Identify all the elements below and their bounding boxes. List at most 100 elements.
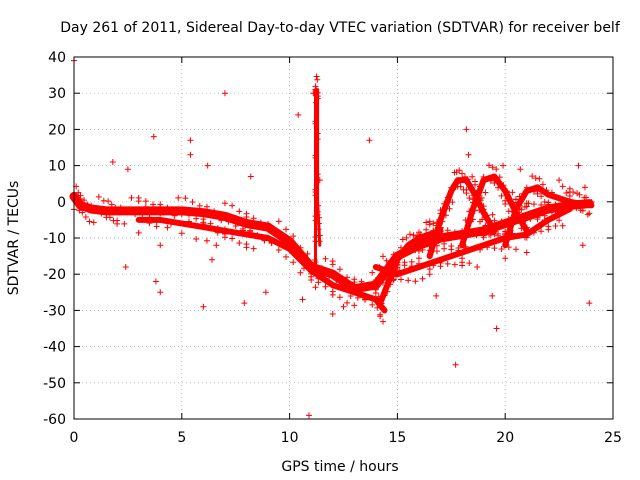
data-point: [263, 289, 269, 295]
data-point: [400, 236, 406, 242]
data-point: [500, 163, 506, 169]
data-point: [586, 300, 592, 306]
data-point: [283, 254, 289, 260]
data-point: [154, 223, 160, 229]
data-point: [243, 241, 249, 247]
series-trace: [139, 220, 385, 311]
x-axis-label: GPS time / hours: [281, 459, 398, 475]
data-point: [405, 277, 411, 283]
data-point: [83, 214, 89, 220]
data-point: [448, 247, 454, 253]
y-tick-label: 40: [48, 50, 66, 66]
data-point: [316, 238, 322, 244]
data-point: [377, 313, 383, 319]
data-point: [466, 152, 472, 158]
data-point: [489, 293, 495, 299]
data-point: [453, 362, 459, 368]
data-point: [369, 270, 375, 276]
y-tick-label: -10: [43, 231, 66, 247]
data-point: [567, 186, 573, 192]
data-point: [200, 304, 206, 310]
data-points: [71, 58, 594, 419]
data-point: [300, 297, 306, 303]
y-tick-label: 0: [57, 195, 66, 211]
data-point: [248, 173, 254, 179]
data-point: [209, 257, 215, 263]
data-point: [317, 232, 323, 238]
x-tick-label: 5: [177, 430, 186, 446]
chart: Day 261 of 2011, Sidereal Day-to-day VTE…: [0, 0, 640, 480]
data-point: [341, 304, 347, 310]
x-tick-label: 20: [496, 430, 514, 446]
data-point: [466, 260, 472, 266]
data-point: [513, 246, 519, 252]
data-point: [563, 190, 569, 196]
data-point: [427, 271, 433, 277]
data-point: [236, 240, 242, 246]
y-tick-label: 10: [48, 159, 66, 175]
data-point: [463, 126, 469, 132]
data-point: [472, 179, 478, 185]
y-tick-label: -20: [43, 267, 66, 283]
grid: [74, 57, 613, 419]
data-point: [560, 183, 566, 189]
data-point: [582, 184, 588, 190]
data-point: [182, 195, 188, 201]
data-point: [123, 264, 129, 270]
x-tick-label: 25: [604, 430, 622, 446]
x-tick-label: 0: [70, 430, 79, 446]
data-point: [474, 264, 480, 270]
data-point: [229, 235, 235, 241]
data-point: [366, 137, 372, 143]
data-point: [452, 262, 458, 268]
data-point: [222, 200, 228, 206]
data-point: [517, 166, 523, 172]
data-point: [86, 218, 92, 224]
data-point: [407, 231, 413, 237]
data-point: [157, 242, 163, 248]
data-point: [337, 294, 343, 300]
data-point: [330, 258, 336, 264]
data-point: [193, 236, 199, 242]
data-point: [490, 212, 496, 218]
data-point: [243, 211, 249, 217]
chart-title: Day 261 of 2011, Sidereal Day-to-day VTE…: [60, 20, 621, 36]
data-point: [459, 171, 465, 177]
data-point: [205, 163, 211, 169]
data-point: [433, 293, 439, 299]
data-point: [114, 218, 120, 224]
data-point: [314, 77, 320, 83]
data-point: [295, 112, 301, 118]
data-point: [403, 235, 409, 241]
data-point: [125, 166, 131, 172]
data-point: [524, 249, 530, 255]
data-point: [121, 221, 127, 227]
series-trace-spike: [312, 74, 322, 291]
data-point: [187, 152, 193, 158]
data-point: [312, 284, 318, 290]
y-tick-label: 30: [48, 86, 66, 102]
data-point: [402, 262, 408, 268]
data-point: [175, 195, 181, 201]
data-point: [306, 412, 312, 418]
y-tick-label: -60: [43, 412, 66, 428]
data-point: [344, 300, 350, 306]
data-point: [586, 210, 592, 216]
data-point: [164, 225, 170, 231]
data-point: [553, 223, 559, 229]
data-point: [491, 245, 497, 251]
data-point: [412, 278, 418, 284]
data-point: [351, 276, 357, 282]
data-point: [330, 311, 336, 317]
data-point: [276, 218, 282, 224]
y-tick-label: -40: [43, 340, 66, 356]
x-axis-ticks: 0 5 10 15 20 25: [70, 57, 622, 446]
y-tick-label: 20: [48, 122, 66, 138]
data-point: [398, 277, 404, 283]
x-tick-label: 10: [281, 430, 299, 446]
data-point: [323, 256, 329, 262]
y-axis-ticks: 40 30 20 10 0 -10 -20 -30 -40 -50 -60: [43, 50, 613, 428]
data-point: [241, 300, 247, 306]
data-point: [128, 195, 134, 201]
data-point: [136, 230, 142, 236]
